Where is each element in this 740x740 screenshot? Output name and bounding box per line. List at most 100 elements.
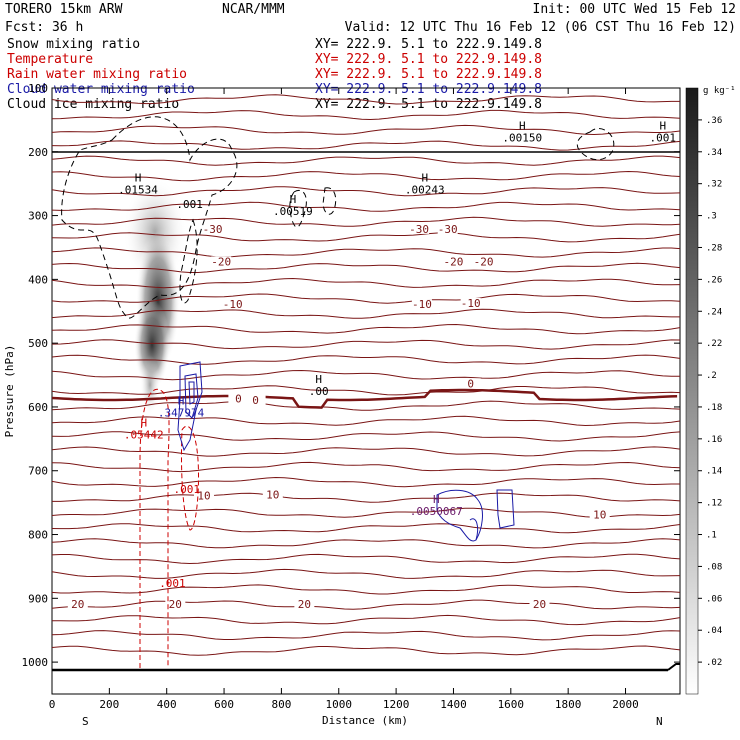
x-tick-label: 0 <box>49 698 56 711</box>
y-tick-label: 400 <box>28 273 48 286</box>
isotherm <box>52 369 680 381</box>
colorbar-tick-label: .18 <box>706 403 722 413</box>
isotherm <box>52 507 680 518</box>
isotherm <box>52 201 680 212</box>
isotherm <box>52 293 680 304</box>
high-marker: H <box>421 171 428 184</box>
y-tick-label: 800 <box>28 529 48 542</box>
isotherm <box>52 523 680 534</box>
field-name: Cloud water mixing ratio <box>7 82 195 97</box>
temperature-label: -30 <box>203 223 223 236</box>
isotherm <box>52 645 680 656</box>
isotherm <box>52 492 680 503</box>
center-name: NCAR/MMM <box>222 2 285 17</box>
colorbar-tick-label: .36 <box>706 116 722 126</box>
x-tick-label: 800 <box>271 698 291 711</box>
x-tick-label: 400 <box>157 698 177 711</box>
x-tick-label: 1000 <box>326 698 353 711</box>
x-tick-label: 1200 <box>383 698 410 711</box>
temperature-label: 20 <box>298 598 311 611</box>
isotherm <box>52 584 680 595</box>
high-value: .01534 <box>118 183 158 196</box>
colorbar-tick-label: .32 <box>706 180 722 190</box>
y-tick-label: 700 <box>28 465 48 478</box>
temperature-label: 20 <box>533 598 546 611</box>
high-marker: H <box>178 395 185 408</box>
colorbar-unit: g kg⁻¹ <box>703 86 736 96</box>
isotherm <box>52 339 680 350</box>
contour-label-bg <box>473 256 494 267</box>
cloud-water-contours <box>177 361 515 542</box>
high-marker: H <box>659 120 666 133</box>
south-end-label: S <box>82 715 89 728</box>
high-value: .00 <box>309 385 329 398</box>
temperature-label: -30 <box>409 223 429 236</box>
model-title: TORERO 15km ARW <box>5 2 123 17</box>
colorbar-tick-label: .14 <box>706 467 722 477</box>
field-name: Temperature <box>7 52 93 67</box>
temperature-label: -10 <box>412 298 432 311</box>
isotherm <box>52 262 680 273</box>
contour-value-label: .001 <box>159 577 186 590</box>
isotherm <box>52 232 680 243</box>
colorbar-tick-label: .02 <box>706 658 722 668</box>
isotherm <box>52 400 680 411</box>
temperature-label: -20 <box>444 255 464 268</box>
contour-label-bg <box>67 598 88 609</box>
rain-contours <box>139 388 199 668</box>
isotherm <box>52 277 680 289</box>
contour-label-bg <box>262 489 283 500</box>
contour-value-label: .001 <box>176 198 203 211</box>
temperature-label: -10 <box>223 298 243 311</box>
isotherm <box>52 354 680 365</box>
temperature-label: 10 <box>266 488 279 501</box>
high-value: .347974 <box>158 407 205 420</box>
isotherm <box>52 170 680 182</box>
isotherm <box>52 186 680 197</box>
y-tick-label: 200 <box>28 146 48 159</box>
field-xy: XY= 222.9. 5.1 to 222.9.149.8 <box>315 67 542 82</box>
isotherm <box>52 553 680 565</box>
colorbar-tick-label: .22 <box>706 339 722 349</box>
isotherm <box>52 124 680 136</box>
isotherm <box>52 247 680 258</box>
contour-label-bg <box>460 297 481 308</box>
isotherm <box>52 155 680 166</box>
isotherm <box>52 94 680 105</box>
field-name: Rain water mixing ratio <box>7 67 187 82</box>
north-end-label: N <box>656 715 663 728</box>
isotherm <box>52 568 680 579</box>
colorbar-tick-label: .26 <box>706 275 722 285</box>
temperature-label: -20 <box>474 255 494 268</box>
field-xy: XY= 222.9. 5.1 to 222.9.149.8 <box>315 52 542 67</box>
colorbar-tick-label: .08 <box>706 562 722 572</box>
y-tick-label: 900 <box>28 592 48 605</box>
y-tick-label: 100 <box>28 82 48 95</box>
isotherm <box>52 461 680 473</box>
y-axis-label: Pressure (hPa) <box>3 345 16 438</box>
isotherm <box>52 538 680 549</box>
y-tick-label: 1000 <box>22 656 49 669</box>
isotherm <box>52 308 680 319</box>
colorbar-tick-label: .12 <box>706 499 722 509</box>
x-tick-label: 600 <box>214 698 234 711</box>
temperature-label: 0 <box>252 394 259 407</box>
contour-label-bg <box>437 223 458 234</box>
y-tick-label: 300 <box>28 210 48 223</box>
temperature-label: -10 <box>461 297 481 310</box>
high-marker: H <box>519 120 526 133</box>
colorbar-tick-label: .34 <box>706 148 722 158</box>
temperature-label: -30 <box>438 223 458 236</box>
colorbar-tick-label: .16 <box>706 435 722 445</box>
temperature-label: 10 <box>593 509 606 522</box>
temperature-label: 0 <box>235 393 242 406</box>
x-tick-label: 200 <box>99 698 119 711</box>
colorbar-tick-label: .28 <box>706 243 722 253</box>
isotherm <box>52 599 680 610</box>
isotherm <box>52 614 680 626</box>
colorbar-tick-label: .3 <box>706 212 717 222</box>
contour-label-bg <box>409 223 430 234</box>
